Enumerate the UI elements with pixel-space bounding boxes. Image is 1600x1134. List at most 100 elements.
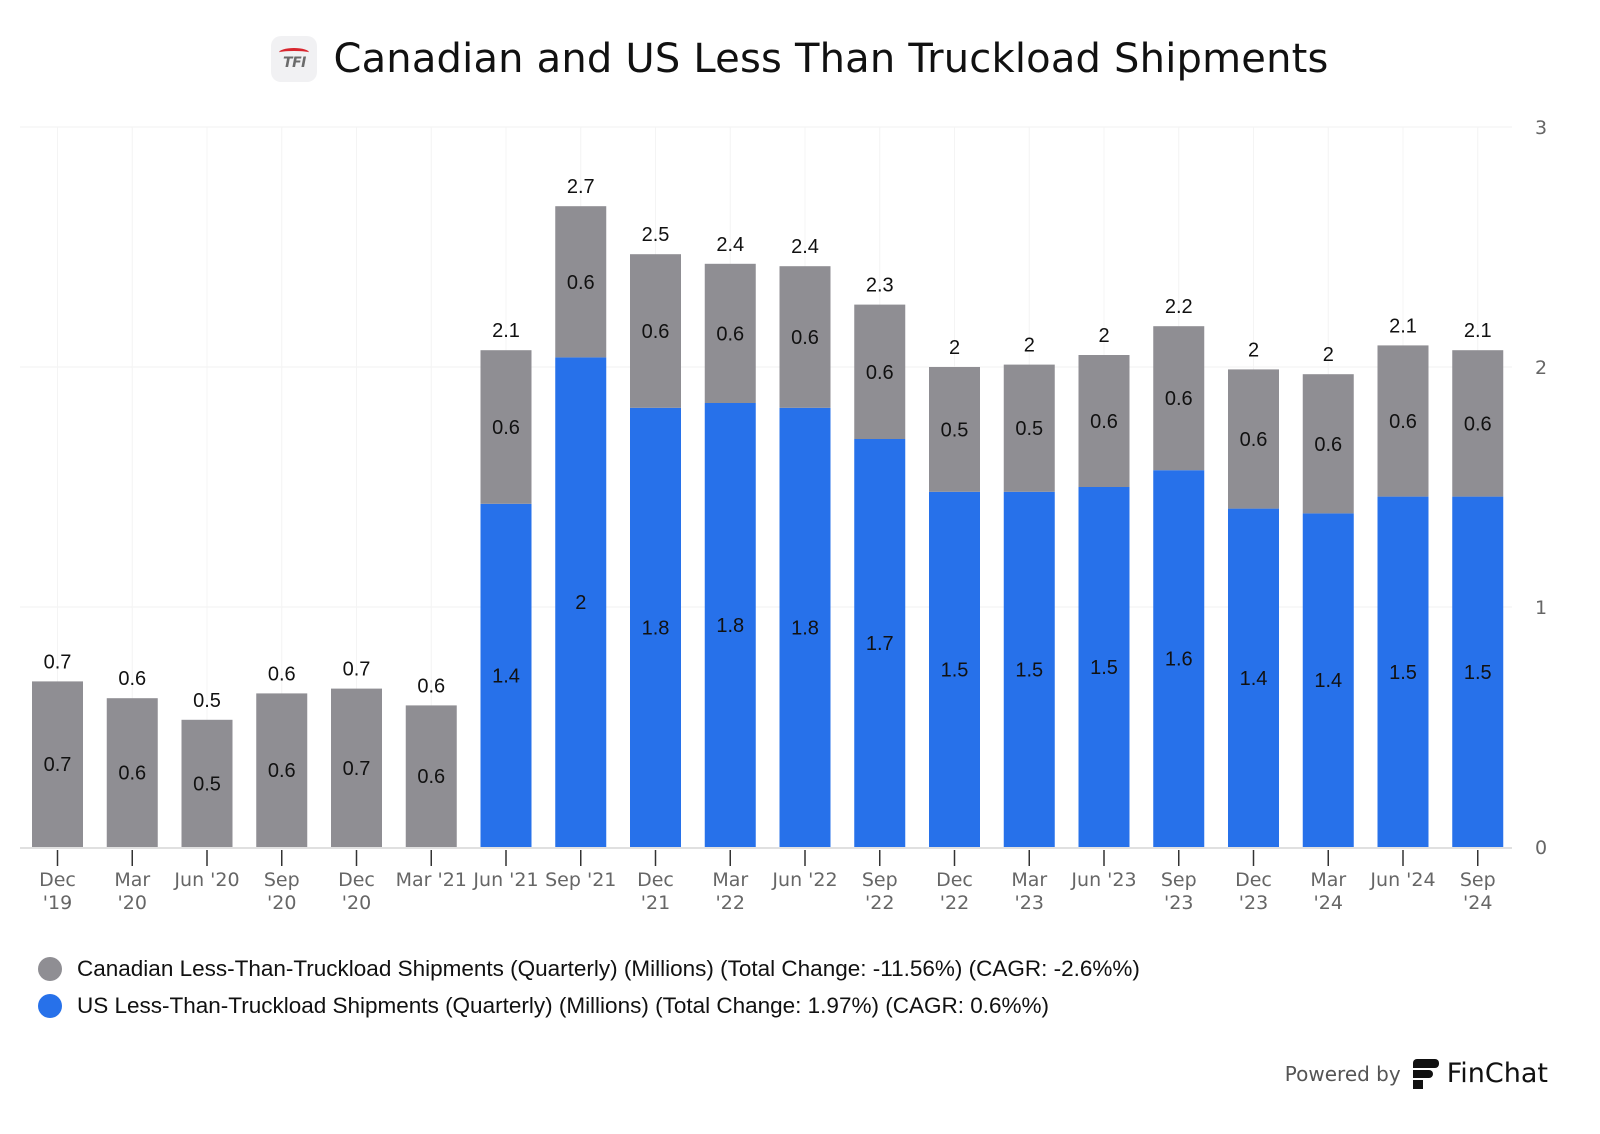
segment-label-canadian: 0.6 — [1240, 429, 1268, 451]
x-tick-label: Mar — [712, 869, 748, 891]
y-tick-label: 1 — [1535, 597, 1547, 619]
bar-us — [854, 439, 906, 847]
total-label: 0.7 — [44, 651, 72, 673]
bar-canadian — [32, 681, 83, 847]
bar-canadian — [1377, 345, 1429, 497]
x-tick-label: Jun '23 — [1070, 869, 1136, 891]
bar-canadian — [555, 206, 607, 358]
y-tick-label: 3 — [1535, 117, 1547, 139]
bar-us — [1452, 496, 1504, 847]
legend: Canadian Less-Than-Truckload Shipments (… — [38, 950, 1140, 1024]
segment-label-us: 1.5 — [1464, 662, 1492, 684]
gridlines — [20, 126, 1512, 847]
x-tick-label: '23 — [1015, 892, 1044, 914]
x-tick-label: Dec — [637, 869, 674, 891]
bar-us — [1153, 470, 1205, 847]
x-tick-label: Dec — [338, 869, 375, 891]
stacked-bar-chart: 0.7 0.7 0.6 0.6 0.5 0.5 0.6 0.6 0.7 0.7 0.6 0.6 1.4 0… — [20, 117, 1547, 914]
legend-label-canadian: Canadian Less-Than-Truckload Shipments (… — [77, 955, 1140, 981]
logo-swoosh — [279, 47, 310, 57]
segment-label-canadian: 0.6 — [417, 766, 445, 788]
total-label: 2.7 — [567, 176, 595, 198]
total-label: 2.3 — [866, 275, 894, 297]
segment-label-canadian: 0.6 — [1464, 413, 1492, 435]
bar-canadian — [704, 263, 756, 403]
segment-label-us: 1.5 — [941, 659, 969, 681]
legend-item-canadian[interactable]: Canadian Less-Than-Truckload Shipments (… — [38, 950, 1140, 987]
segment-label-us: 1.6 — [1165, 649, 1193, 671]
x-tick-label: Sep — [1460, 869, 1496, 891]
x-tick-label: Sep — [1161, 869, 1197, 891]
bar-us — [1377, 496, 1429, 847]
segment-label-us: 1.5 — [1015, 659, 1043, 681]
segment-label-canadian: 0.5 — [1015, 418, 1043, 440]
segment-label-canadian: 0.6 — [567, 272, 595, 294]
segment-label-us: 1.8 — [642, 617, 670, 639]
total-label: 2.1 — [492, 320, 520, 342]
y-tick-label: 0 — [1535, 837, 1547, 859]
total-label: 2.4 — [791, 236, 819, 258]
bar-canadian — [181, 719, 233, 847]
total-label: 2.2 — [1165, 296, 1193, 318]
x-tick-label: '21 — [641, 892, 670, 914]
total-label: 2 — [1098, 325, 1109, 347]
segment-label-canadian: 0.6 — [1090, 411, 1118, 433]
legend-dot-us-icon — [38, 993, 62, 1018]
total-label: 0.5 — [193, 690, 221, 712]
total-label: 0.6 — [268, 663, 296, 685]
segment-label-us: 1.4 — [492, 665, 520, 687]
x-tick-label: Mar '21 — [396, 869, 467, 891]
bar-canadian — [480, 350, 532, 504]
total-label: 2 — [1248, 339, 1259, 361]
x-tick-label: Dec — [1235, 869, 1272, 891]
total-label: 2.1 — [1464, 320, 1492, 342]
total-label: 0.6 — [118, 668, 146, 690]
x-tick-label: Jun '22 — [771, 869, 837, 891]
bar-canadian — [1302, 374, 1354, 514]
powered-by-text: Powered by — [1284, 1061, 1401, 1086]
segment-label-canadian: 0.6 — [791, 327, 819, 349]
bar-us — [779, 407, 831, 847]
bar-canadian — [854, 304, 906, 439]
total-label: 0.6 — [417, 675, 445, 697]
footer: Powered by FinChat — [1285, 1058, 1548, 1089]
bar-us — [480, 503, 532, 847]
segment-label-us: 1.4 — [1240, 668, 1268, 690]
finchat-brand[interactable]: FinChat — [1446, 1058, 1548, 1089]
x-tick-label: Sep '21 — [545, 869, 616, 891]
chart-header: TFI Canadian and US Less Than Truckload … — [0, 36, 1600, 82]
bar-canadian — [331, 688, 382, 847]
x-tick-label: Jun '21 — [472, 869, 538, 891]
bar-canadian — [1228, 369, 1279, 509]
x-tick-label: Dec — [39, 869, 76, 891]
bar-us — [630, 407, 681, 847]
x-tick-label: '23 — [1164, 892, 1193, 914]
bars — [32, 206, 1504, 847]
bar-canadian — [405, 705, 457, 847]
bar-canadian — [929, 367, 980, 492]
bar-canadian — [256, 693, 308, 847]
segment-label-canadian: 0.6 — [1165, 388, 1193, 410]
x-tick-label: Sep — [264, 869, 300, 891]
segment-label-us: 1.7 — [866, 633, 894, 655]
y-axis: 0 1 2 3 — [1535, 117, 1547, 859]
x-tick-label: '23 — [1239, 892, 1268, 914]
segment-label-us: 1.5 — [1090, 657, 1118, 679]
total-label: 2 — [949, 337, 960, 359]
x-tick-label: Jun '24 — [1369, 869, 1435, 891]
segment-label-us: 1.4 — [1314, 670, 1342, 692]
segment-label-canadian: 0.6 — [866, 362, 894, 384]
segment-label-canadian: 0.6 — [268, 760, 296, 782]
total-label: 2 — [1323, 344, 1334, 366]
legend-item-us[interactable]: US Less-Than-Truckload Shipments (Quarte… — [38, 987, 1140, 1024]
x-tick-label: Jun '20 — [173, 869, 239, 891]
segment-label-us: 1.8 — [791, 617, 819, 639]
x-tick-label: '22 — [716, 892, 745, 914]
bar-canadian — [1153, 326, 1205, 471]
bar-canadian — [779, 266, 831, 408]
segment-label-canadian: 0.6 — [716, 323, 744, 345]
x-tick-label: Mar — [1310, 869, 1346, 891]
finchat-logo-icon — [1412, 1058, 1439, 1089]
logo-text: TFI — [283, 54, 306, 71]
